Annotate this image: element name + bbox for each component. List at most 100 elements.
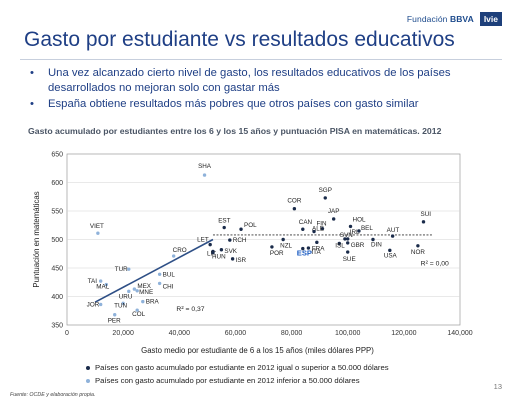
data-point bbox=[219, 248, 224, 252]
slide-title: Gasto por estudiante vs resultados educa… bbox=[24, 28, 455, 51]
data-label: MAL bbox=[96, 284, 109, 291]
source-note: Fuente: OCDE y elaboración propia. bbox=[10, 392, 96, 398]
r-squared-label: R² = 0,37 bbox=[176, 306, 204, 313]
data-label: SVK bbox=[224, 248, 237, 255]
data-point bbox=[98, 279, 103, 283]
data-point bbox=[320, 226, 325, 231]
data-point bbox=[228, 238, 232, 242]
data-label: FRA bbox=[312, 245, 325, 252]
data-label: TUR bbox=[115, 266, 128, 273]
data-label: AUT bbox=[387, 227, 400, 234]
data-label: LET bbox=[197, 237, 209, 244]
data-point bbox=[323, 196, 327, 200]
bullet-list: • Una vez alcanzado cierto nivel de gasto… bbox=[28, 66, 498, 113]
chart-title: Gasto acumulado por estudiantes entre lo… bbox=[28, 126, 442, 136]
data-point bbox=[346, 237, 350, 241]
data-point bbox=[202, 173, 207, 177]
data-label: CAN bbox=[299, 219, 313, 226]
x-tick-label: 20,000 bbox=[112, 330, 134, 337]
data-label: FIN bbox=[316, 221, 327, 228]
bullet-item: • España obtiene resultados más pobres qu… bbox=[28, 97, 498, 112]
legend-item-high: Países con gasto acumulado por estudiant… bbox=[86, 361, 389, 374]
chart-legend: Países con gasto acumulado por estudiant… bbox=[86, 361, 389, 387]
data-point bbox=[171, 254, 176, 258]
data-label: BUL bbox=[163, 271, 176, 278]
x-tick-label: 0 bbox=[65, 330, 69, 337]
bullet-text: Una vez alcanzado cierto nivel de gasto,… bbox=[48, 67, 451, 94]
bullet-item: • Una vez alcanzado cierto nivel de gasto… bbox=[28, 66, 498, 96]
data-label: COL bbox=[132, 311, 145, 318]
x-tick-label: 100,000 bbox=[335, 330, 360, 337]
data-point bbox=[270, 245, 274, 249]
data-label: MEX bbox=[137, 283, 151, 290]
data-label: HUN bbox=[212, 254, 226, 261]
data-point bbox=[343, 237, 347, 241]
data-point bbox=[222, 225, 226, 230]
data-point bbox=[96, 231, 100, 235]
data-label: SGP bbox=[319, 187, 332, 194]
data-point bbox=[127, 267, 131, 271]
data-point bbox=[301, 227, 305, 231]
data-label: TAI bbox=[88, 278, 98, 285]
data-point bbox=[113, 313, 117, 317]
ivie-logo: Ivie bbox=[479, 12, 502, 26]
data-label: BEL bbox=[361, 225, 373, 232]
data-label: RCH bbox=[233, 237, 247, 244]
data-label: PER bbox=[108, 318, 121, 325]
bullet-icon: • bbox=[30, 98, 34, 110]
x-tick-label: 120,000 bbox=[391, 330, 416, 337]
data-label: HOL bbox=[353, 216, 366, 223]
data-label: VIET bbox=[90, 223, 104, 230]
y-tick-label: 600 bbox=[51, 180, 63, 187]
x-tick-label: 140,000 bbox=[447, 330, 472, 337]
data-label: ISL bbox=[335, 242, 345, 249]
data-point bbox=[157, 272, 162, 276]
data-point bbox=[135, 308, 139, 312]
y-tick-label: 400 bbox=[51, 294, 63, 301]
data-point bbox=[371, 237, 375, 242]
data-point bbox=[135, 289, 139, 293]
title-divider bbox=[20, 59, 502, 60]
data-point bbox=[348, 224, 353, 229]
data-point bbox=[331, 217, 336, 221]
legend-marker-high bbox=[86, 365, 90, 370]
data-point bbox=[141, 299, 145, 304]
data-label: MNE bbox=[139, 289, 153, 296]
data-point bbox=[98, 302, 103, 307]
data-point bbox=[239, 227, 243, 231]
data-label: POL bbox=[244, 222, 257, 229]
x-tick-label: 60,000 bbox=[225, 330, 247, 337]
y-axis-label: Puntuación en matemáticas bbox=[32, 191, 41, 287]
data-point bbox=[421, 220, 426, 224]
brand-logo: Fundación BBVA bbox=[406, 14, 474, 24]
legend-item-low: Países con gasto acumulado por estudiant… bbox=[86, 374, 389, 387]
legend-label-low: Países con gasto acumulado por estudiant… bbox=[95, 376, 360, 385]
x-tick-label: 40,000 bbox=[169, 330, 191, 337]
data-point bbox=[390, 234, 395, 238]
data-point bbox=[315, 240, 319, 245]
bullet-icon: • bbox=[30, 67, 34, 79]
data-point bbox=[281, 237, 285, 242]
data-point bbox=[337, 241, 341, 246]
data-label: SUE bbox=[343, 256, 356, 263]
data-label: EST bbox=[218, 218, 230, 225]
x-axis-label: Gasto medio por estudiante de 6 a los 15… bbox=[141, 346, 374, 355]
data-point bbox=[127, 289, 131, 294]
data-point bbox=[306, 246, 311, 250]
y-tick-label: 450 bbox=[51, 266, 63, 273]
data-point bbox=[132, 287, 137, 291]
data-label: DIN bbox=[371, 242, 382, 249]
data-label: BRA bbox=[146, 299, 160, 306]
y-tick-label: 350 bbox=[51, 323, 63, 330]
data-label: LIT bbox=[207, 250, 216, 257]
data-point bbox=[121, 301, 125, 306]
data-label: POR bbox=[270, 250, 284, 257]
data-label: COR bbox=[287, 198, 301, 205]
data-label: CHI bbox=[163, 283, 174, 290]
data-point bbox=[292, 207, 297, 211]
y-tick-label: 550 bbox=[51, 209, 63, 216]
brand-header: Fundación BBVA Ivie bbox=[407, 12, 502, 26]
data-point bbox=[357, 229, 361, 233]
data-point bbox=[157, 281, 162, 286]
